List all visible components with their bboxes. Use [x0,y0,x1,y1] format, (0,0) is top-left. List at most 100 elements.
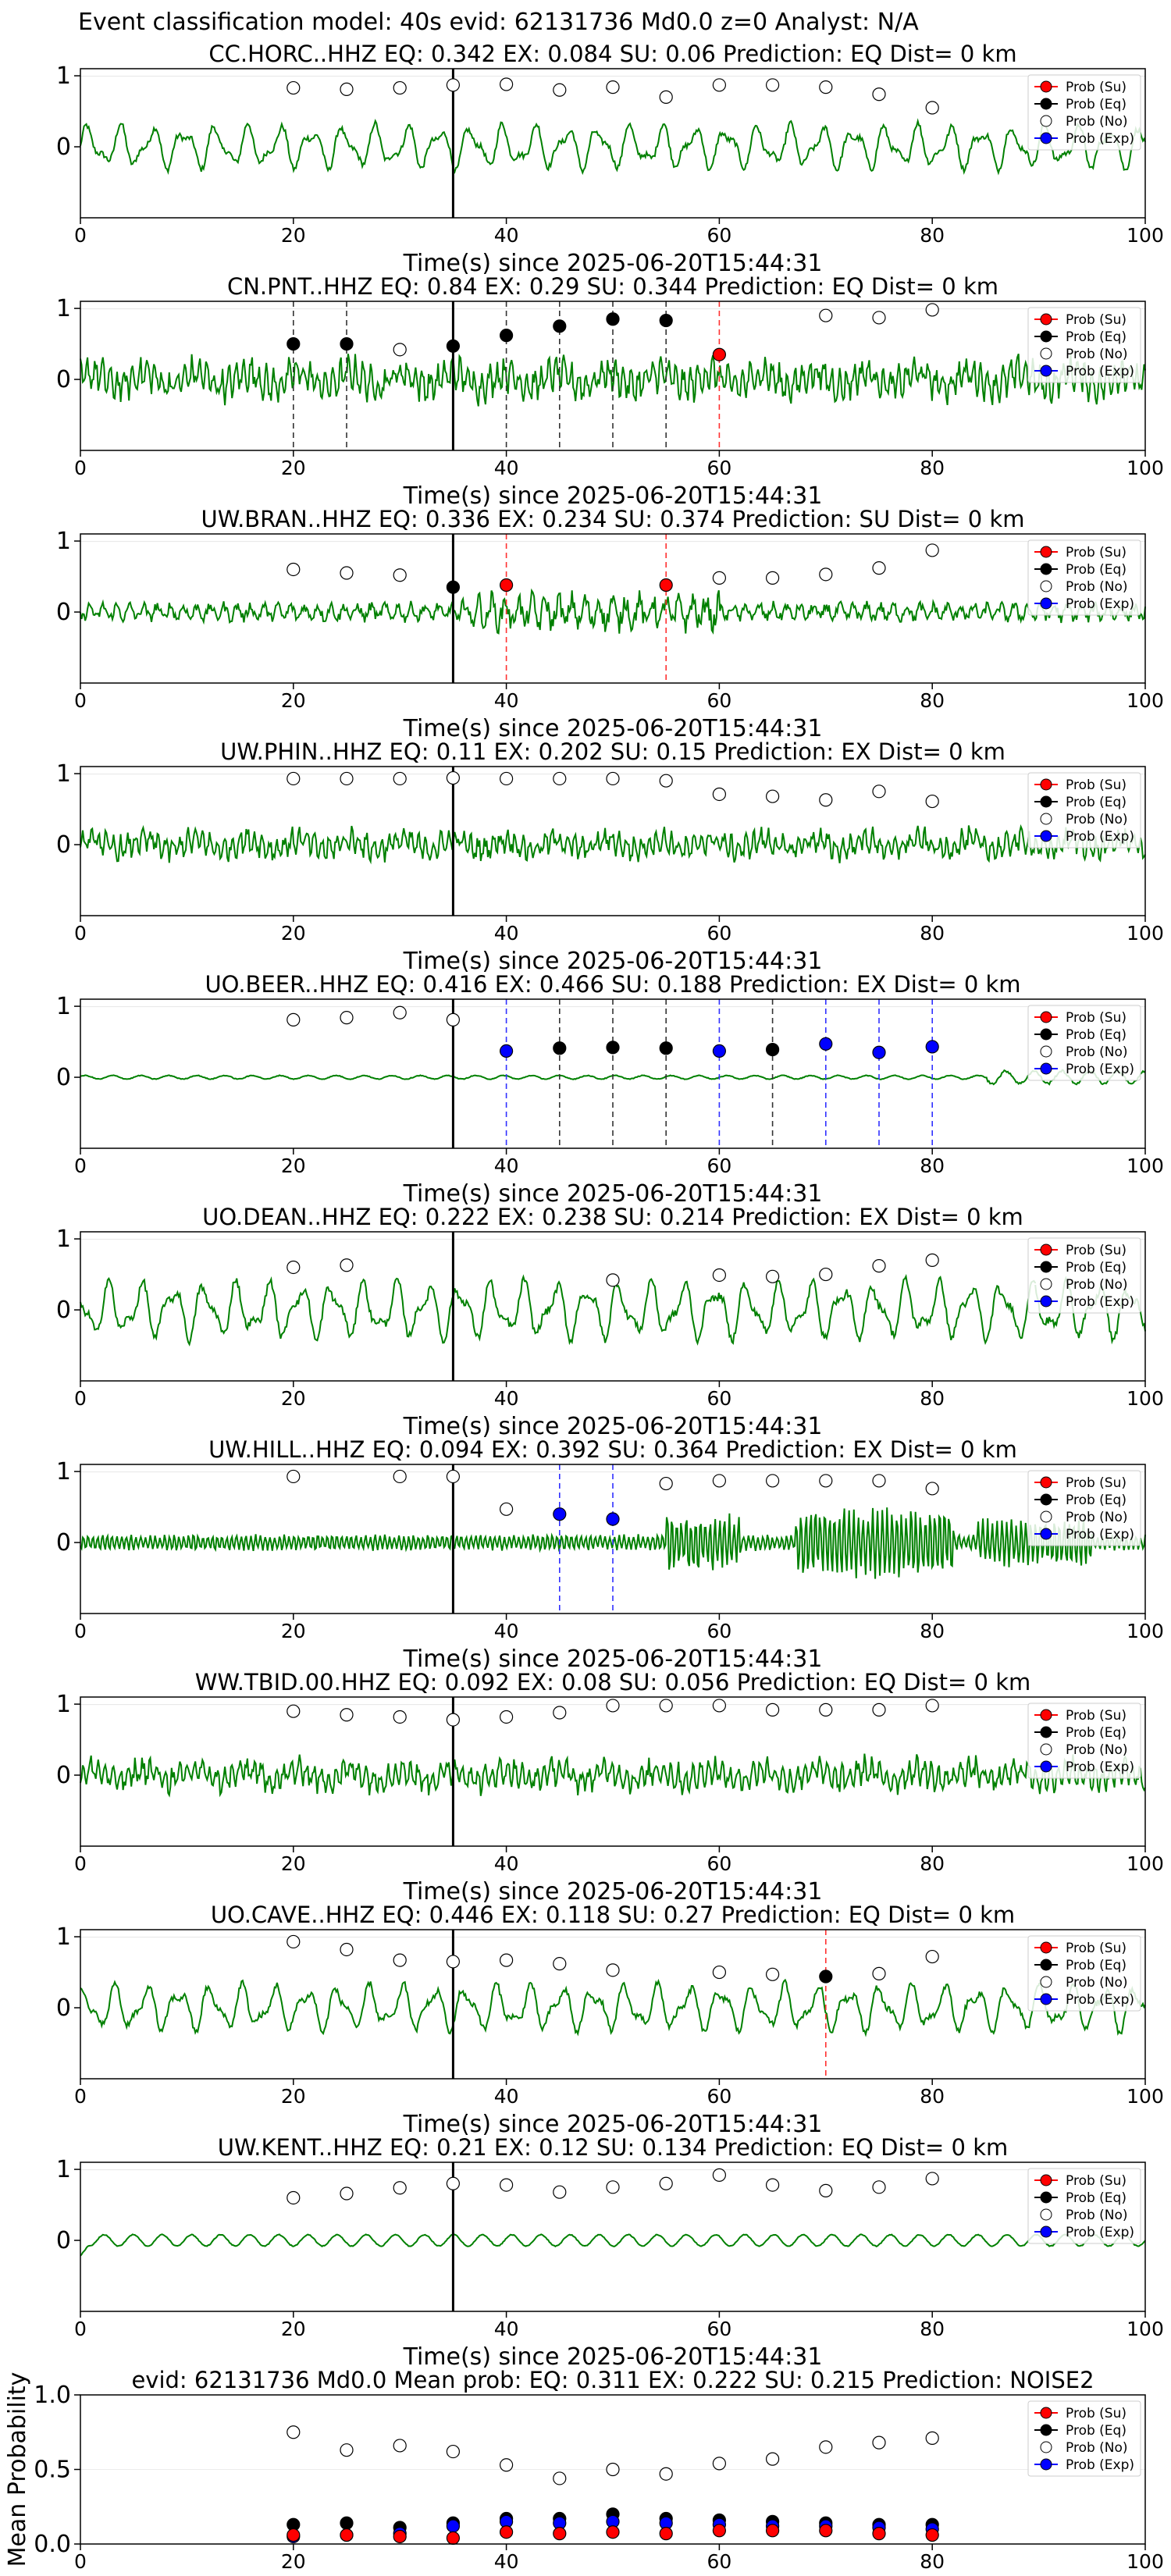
x-tick-label: 0 [74,922,87,945]
x-tick-label: 0 [74,224,87,247]
x-tick-label: 0 [74,2550,87,2573]
prob-marker [925,1699,939,1713]
x-axis-label: Time(s) since 2025-06-20T15:44:31 [403,2343,823,2371]
legend-marker [1040,2208,1052,2221]
prob-marker [606,1699,620,1713]
y-tick-label: 0 [56,366,71,393]
x-tick-label: 20 [281,2318,306,2340]
legend-box [1027,307,1141,383]
legend-marker [1040,546,1052,558]
x-tick-label: 100 [1127,922,1164,945]
subplot-title: UW.KENT..HHZ EQ: 0.21 EX: 0.12 SU: 0.134… [218,2134,1009,2161]
y-tick-label: 1 [56,2156,71,2183]
legend-label: Prob (Exp) [1066,596,1134,612]
x-tick-label: 20 [281,2550,306,2573]
prob-marker [446,339,461,353]
legend-marker [1040,2441,1052,2453]
legend-marker [1040,1743,1052,1756]
legend-marker [1040,813,1052,825]
x-tick-label: 20 [281,1387,306,1410]
prob-marker [712,571,727,585]
x-tick-label: 40 [494,1155,519,1177]
prob-marker [659,578,673,592]
prob-marker [712,78,727,92]
prob-marker [340,2516,354,2530]
y-tick-label: 1 [56,528,71,555]
prob-marker [925,1949,939,1964]
subplot-2: UW.BRAN..HHZ EQ: 0.336 EX: 0.234 SU: 0.3… [56,506,1164,742]
x-tick-label: 60 [707,1620,731,1642]
legend-label: Prob (Su) [1066,1708,1127,1724]
prob-marker [872,2180,886,2194]
x-tick-label: 80 [920,922,945,945]
prob-marker [819,2183,833,2197]
x-tick-label: 0 [74,457,87,479]
x-tick-label: 60 [707,1387,731,1410]
legend: Prob (Su)Prob (Eq)Prob (No)Prob (Exp) [1027,1005,1141,1081]
prob-marker [712,1474,727,1488]
x-tick-label: 40 [494,2085,519,2108]
prob-marker [287,1260,301,1275]
prob-marker [393,2439,407,2453]
subplot-title: UO.CAVE..HHZ EQ: 0.446 EX: 0.118 SU: 0.2… [211,1902,1015,1928]
prob-marker [712,1268,727,1283]
legend: Prob (Su)Prob (Eq)Prob (No)Prob (Exp) [1027,772,1141,849]
legend-marker [1040,1510,1052,1523]
prob-marker [287,2425,301,2439]
legend-label: Prob (No) [1066,1975,1128,1991]
x-tick-label: 40 [494,1852,519,1875]
y-tick-label: 0 [56,831,71,859]
legend-label: Prob (Exp) [1066,364,1134,379]
prob-marker [925,2172,939,2186]
x-tick-label: 80 [920,2550,945,2573]
legend-marker [1040,1062,1052,1075]
prob-marker [659,1476,673,1491]
x-axis-label: Time(s) since 2025-06-20T15:44:31 [403,250,823,277]
subplot-title: UO.BEER..HHZ EQ: 0.416 EX: 0.466 SU: 0.1… [205,971,1020,998]
prob-marker [393,1710,407,1724]
x-tick-label: 100 [1127,1852,1164,1875]
prob-marker [765,2452,780,2466]
y-tick-label: 0 [56,599,71,626]
prob-marker [393,343,407,357]
axes-frame [80,2161,1146,2312]
prob-marker [659,2467,673,2481]
prob-marker [819,2524,833,2538]
prob-marker [712,787,727,802]
legend-box [1027,772,1141,849]
prob-marker [446,1469,461,1484]
x-tick-label: 0 [74,1852,87,1875]
prob-marker [446,2519,461,2533]
x-tick-label: 40 [494,922,519,945]
axes-frame [80,1929,1146,2080]
legend-marker [1040,1941,1052,1954]
prob-marker [287,1469,301,1484]
x-axis-label: Time(s) since 2025-06-20T15:44:31 [403,482,823,510]
legend-marker [1040,1476,1052,1489]
y-tick-label: 0 [56,1064,71,1091]
legend-label: Prob (No) [1066,1277,1128,1293]
x-axis-label: Time(s) since 2025-06-20T15:44:31 [403,1413,823,1440]
prob-marker [393,568,407,582]
legend-label: Prob (Su) [1066,2406,1127,2421]
legend-label: Prob (Eq) [1066,795,1127,810]
x-tick-label: 40 [494,1620,519,1642]
prob-marker [872,1474,886,1488]
subplot-title: CC.HORC..HHZ EQ: 0.342 EX: 0.084 SU: 0.0… [208,41,1016,67]
x-tick-label: 20 [281,457,306,479]
prob-marker [765,1967,780,1981]
prob-marker [765,789,780,803]
y-tick-label: 1 [56,295,71,322]
legend-label: Prob (Eq) [1066,1260,1127,1276]
prob-marker [659,2527,673,2541]
y-tick-label: 1 [56,993,71,1020]
legend-marker [1040,1045,1052,1058]
prob-marker [446,2531,461,2545]
legend-label: Prob (Eq) [1066,2423,1127,2439]
y-tick-label: 1 [56,760,71,788]
prob-marker [499,1502,514,1516]
prob-marker [340,1708,354,1722]
x-tick-label: 100 [1127,224,1164,247]
x-tick-label: 80 [920,1387,945,1410]
prob-marker [819,793,833,807]
